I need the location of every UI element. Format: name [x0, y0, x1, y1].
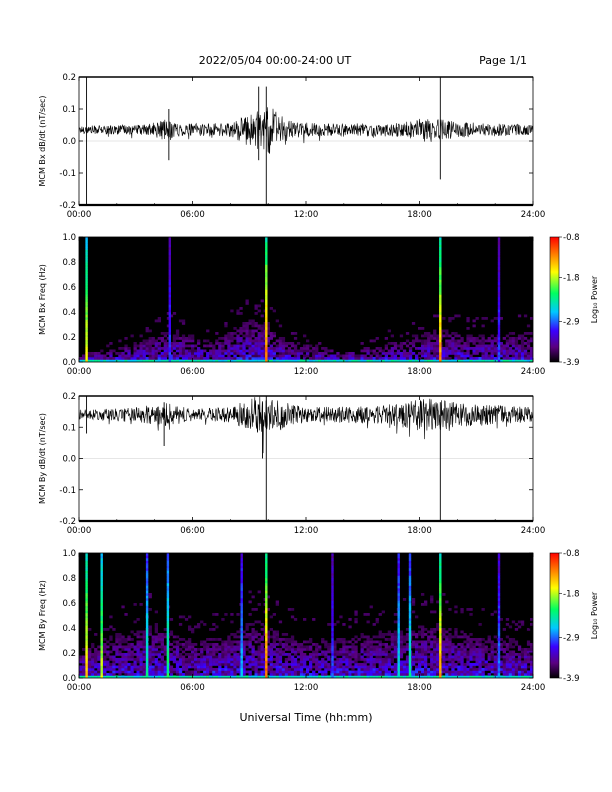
x-tick-label-2: 06:00 — [180, 367, 205, 377]
figure-title: 2022/05/04 00:00-24:00 UT — [199, 54, 352, 67]
y-tick-label-2: 0.2 — [62, 333, 76, 343]
x-tick-label-2: 06:00 — [180, 210, 205, 220]
burst-line-1 — [85, 237, 88, 362]
y-tick-label-1: -0.2 — [59, 201, 76, 211]
x-axis-label: Universal Time (hh:mm) — [240, 711, 373, 724]
colorbar-tick-label-3: -2.9 — [563, 634, 580, 644]
burst-line-3 — [265, 237, 268, 362]
burst-line-4 — [166, 553, 170, 678]
x-tick-label-4: 18:00 — [407, 683, 432, 693]
burst-line-6 — [265, 553, 268, 678]
y-tick-label-2: -0.1 — [59, 169, 76, 179]
burst-line-4 — [439, 237, 442, 362]
y-tick-label-1: 0.0 — [62, 674, 76, 684]
colorbar-label: Log₁₀ Power — [590, 591, 599, 639]
x-tick-label-4: 18:00 — [407, 210, 432, 220]
y-axis-label: MCM By dB/dt (nT/sec) — [38, 413, 47, 504]
x-tick-label-3: 12:00 — [294, 367, 319, 377]
burst-line-2 — [168, 237, 171, 362]
x-tick-label-5: 24:00 — [521, 210, 546, 220]
burst-line-5 — [240, 553, 243, 678]
burst-line-7 — [331, 553, 334, 678]
page-indicator: Page 1/1 — [479, 54, 527, 67]
burst-line-8 — [397, 553, 400, 678]
y-tick-label-5: 0.8 — [62, 574, 76, 584]
colorbar-label: Log₁₀ Power — [590, 275, 599, 323]
x-tick-label-1: 00:00 — [67, 683, 92, 693]
burst-line-10 — [439, 553, 442, 678]
x-tick-label-2: 06:00 — [180, 526, 205, 536]
y-tick-label-6: 1.0 — [62, 233, 76, 243]
burst-line-1 — [85, 553, 88, 678]
x-tick-label-3: 12:00 — [294, 683, 319, 693]
y-tick-label-4: 0.1 — [62, 105, 76, 115]
x-tick-label-5: 24:00 — [521, 683, 546, 693]
colorbar-tick-label-4: -3.9 — [563, 674, 580, 684]
waveform-trace — [79, 107, 533, 154]
waveform — [79, 77, 533, 205]
x-tick-label-4: 18:00 — [407, 367, 432, 377]
x-tick-label-4: 18:00 — [407, 526, 432, 536]
y-tick-label-3: 0.4 — [62, 308, 76, 318]
y-tick-label-1: -0.2 — [59, 517, 76, 527]
colorbar-tick-label-1: -0.8 — [563, 549, 580, 559]
waveform — [79, 396, 533, 521]
x-tick-label-3: 12:00 — [294, 526, 319, 536]
burst-line-2 — [100, 553, 103, 678]
colorbar-tick-label-4: -3.9 — [563, 358, 580, 368]
y-axis-label: MCM Bx dB/dt (nT/sec) — [38, 95, 47, 186]
x-tick-label-5: 24:00 — [521, 526, 546, 536]
colorbar-tick-label-1: -0.8 — [563, 233, 580, 243]
panel-2: -0.8 -1.8 -2.9 -3.9 Log₁₀ Power 00:00 06:00 12:… — [38, 233, 599, 377]
y-tick-label-4: 0.6 — [62, 599, 76, 609]
y-tick-label-4: 0.1 — [62, 423, 76, 433]
y-tick-label-5: 0.2 — [62, 73, 76, 83]
y-tick-label-2: 0.2 — [62, 649, 76, 659]
colorbar — [549, 236, 560, 363]
burst-line-9 — [408, 553, 412, 678]
y-tick-label-6: 1.0 — [62, 549, 76, 559]
x-tick-label-1: 00:00 — [67, 210, 92, 220]
spectrogram — [79, 553, 533, 678]
x-tick-label-1: 00:00 — [67, 367, 92, 377]
x-tick-label-5: 24:00 — [521, 367, 546, 377]
spectrogram — [79, 237, 533, 362]
burst-line-3 — [145, 553, 149, 678]
colorbar — [549, 552, 560, 679]
colorbar-tick-label-2: -1.8 — [563, 273, 580, 283]
y-tick-label-2: -0.1 — [59, 486, 76, 496]
y-tick-label-5: 0.2 — [62, 392, 76, 402]
y-tick-label-4: 0.6 — [62, 283, 76, 293]
y-tick-label-3: 0.0 — [62, 137, 76, 147]
burst-line-11 — [497, 553, 501, 678]
x-tick-label-2: 06:00 — [180, 683, 205, 693]
y-tick-label-3: 0.0 — [62, 455, 76, 465]
colorbar-tick-label-3: -2.9 — [563, 318, 580, 328]
y-tick-label-3: 0.4 — [62, 624, 76, 634]
y-tick-label-5: 0.8 — [62, 258, 76, 268]
panel-3: 00:00 06:00 12:00 18:00 24:00 -0.2 -0.1 0.0 0.1 0… — [38, 392, 545, 536]
waveform-trace — [79, 396, 533, 454]
x-tick-label-3: 12:00 — [294, 210, 319, 220]
y-axis-label: MCM Bx Freq (Hz) — [38, 264, 47, 335]
colorbar-tick-label-2: -1.8 — [563, 589, 580, 599]
panel-4: -0.8 -1.8 -2.9 -3.9 Log₁₀ Power 00:00 06:00 12:… — [38, 549, 599, 693]
y-tick-label-1: 0.0 — [62, 358, 76, 368]
panel-1: 00:00 06:00 12:00 18:00 24:00 -0.2 -0.1 0.0 0.1 0… — [38, 73, 545, 220]
x-tick-label-1: 00:00 — [67, 526, 92, 536]
y-axis-label: MCM By Freq (Hz) — [38, 580, 47, 651]
burst-line-5 — [497, 237, 501, 362]
